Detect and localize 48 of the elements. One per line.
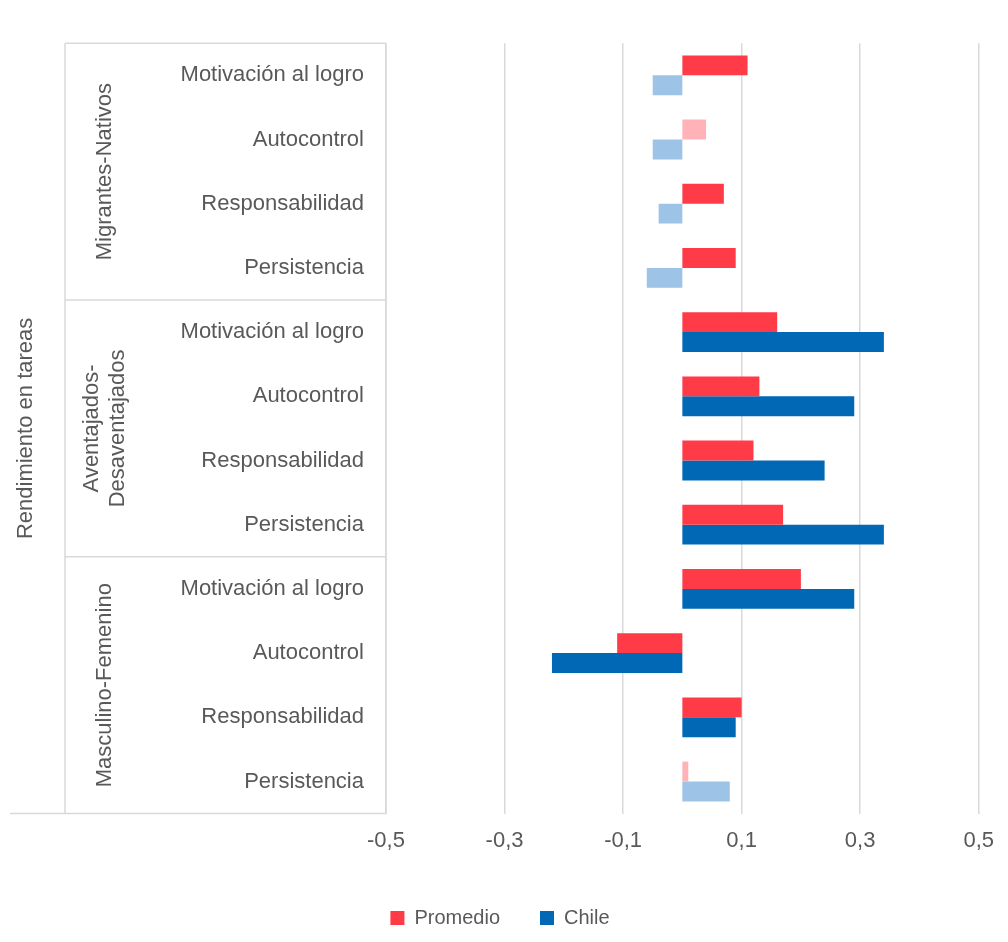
y-tick-label: Autocontrol [252,639,364,665]
legend-label: Promedio [414,905,501,928]
x-tick-label: -0,5 [367,826,405,852]
y-tick-label: Motivación al logro [180,318,364,344]
bar [682,119,707,140]
bar [551,653,683,673]
bar [658,203,683,224]
y-tick-label: Responsabilidad [201,189,364,215]
bar [682,183,724,204]
bar [682,332,884,352]
bar [682,697,742,718]
bar [682,248,736,268]
bar [682,376,760,397]
bar [682,440,754,461]
bar [682,717,736,738]
bar [682,781,730,802]
legend-label: Chile [564,905,610,928]
x-tick-label: -0,3 [485,826,524,852]
bar [682,569,801,589]
y-tick-label: Responsabilidad [201,703,364,729]
x-tick-label: -0,1 [604,826,643,852]
bar [682,396,855,417]
bar [682,761,689,782]
bar [682,460,825,481]
bar [682,504,784,525]
bar [652,139,683,160]
bar [617,633,683,654]
y-tick-label: Autocontrol [252,382,364,408]
x-tick-label: 0,3 [844,826,876,852]
y-tick-label: Motivación al logro [180,61,364,87]
text: Aventajados-Desaventajados [78,349,130,508]
bar [682,312,778,333]
text: Rendimiento en tareas [12,317,38,540]
y-tick-label: Persistencia [244,510,365,536]
y-tick-label: Persistencia [244,253,365,279]
y-tick-label: Motivación al logro [180,574,364,600]
bar [652,75,683,96]
bar [682,588,855,609]
x-tick-label: 0,1 [726,826,757,852]
text: Masculino-Femenino [91,583,117,788]
y-tick-label: Autocontrol [252,125,364,151]
x-tick-label: 0,5 [963,826,995,852]
text: Migrantes-Nativos [91,82,117,261]
y-tick-label: Persistencia [244,767,365,793]
bar [682,55,748,76]
bar [682,524,884,545]
bar [646,267,683,288]
y-tick-label: Responsabilidad [201,446,364,472]
